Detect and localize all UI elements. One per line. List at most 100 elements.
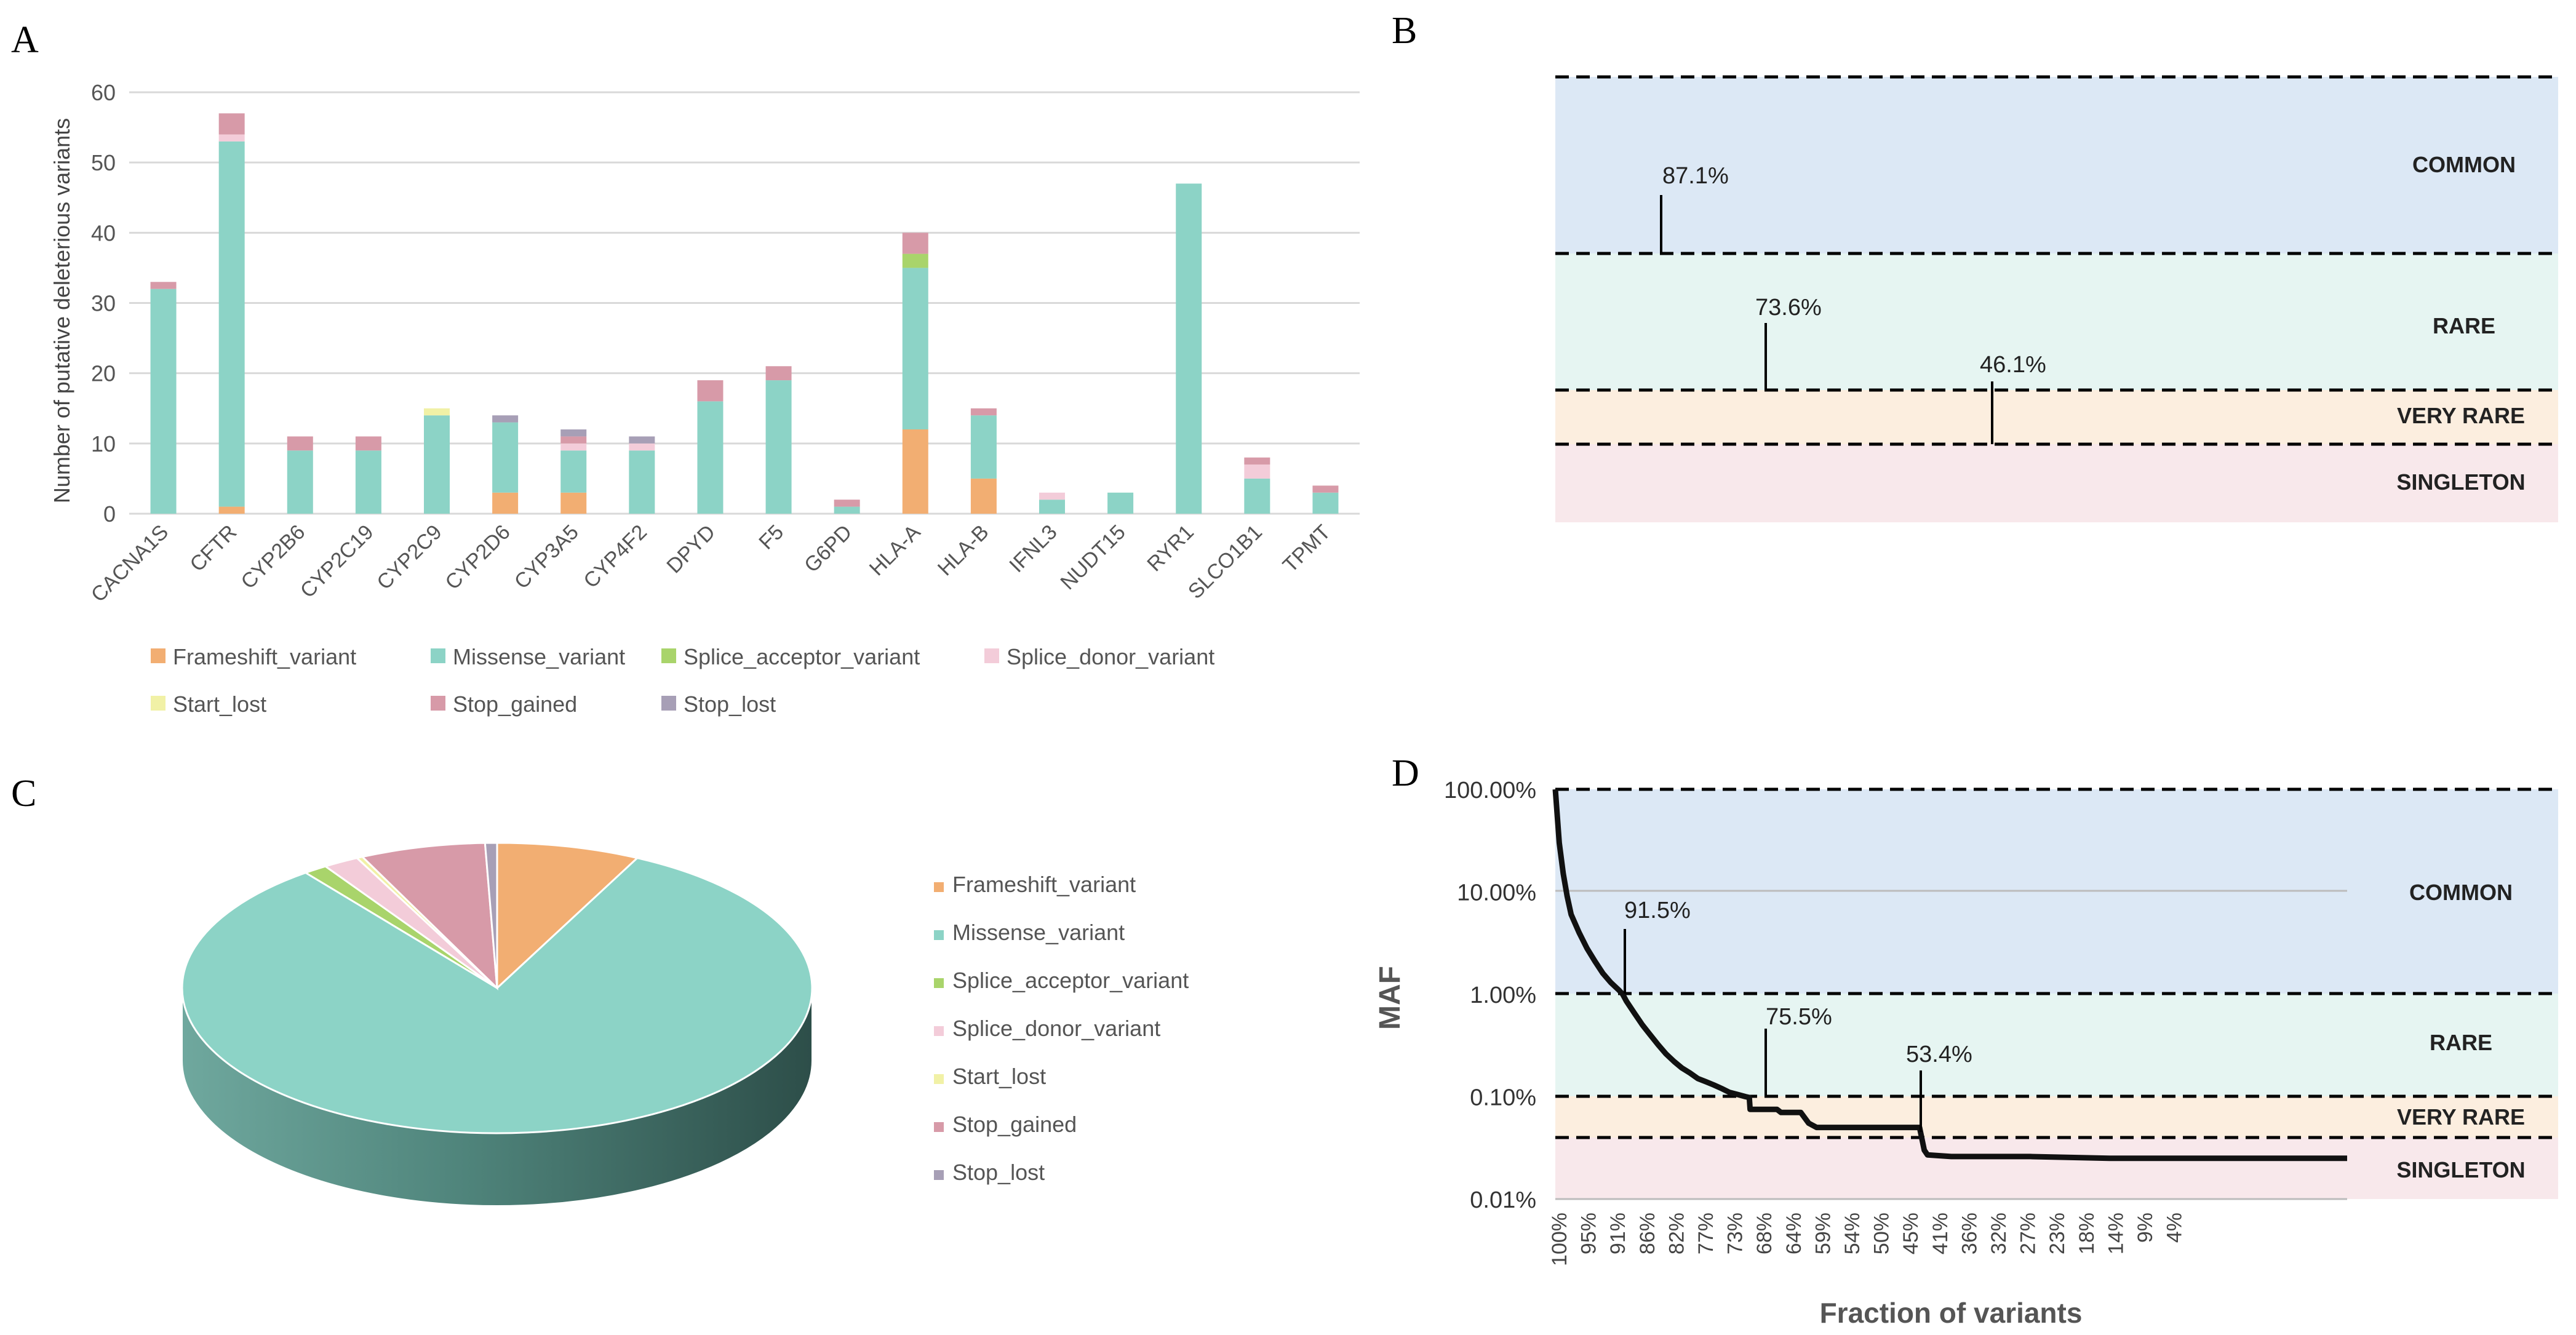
c-slice-missense [181, 857, 813, 1134]
a-legend: Frameshift_variant Missense_variant Splice… [151, 644, 1214, 717]
d-maf-curve [1552, 789, 2347, 1162]
d-x-tick-11: 50% [1870, 1213, 1894, 1254]
a-y-tick-30: 30 [91, 291, 116, 316]
d-x-tick-5: 77% [1694, 1213, 1718, 1254]
d-annotation-1: 91.5% [1624, 898, 1691, 923]
d-x-tick-18: 18% [2075, 1213, 2099, 1254]
c-legend-swatch-stop_lost [934, 1170, 944, 1180]
d-x-tick-1: 95% [1577, 1213, 1601, 1254]
d-x-tick-7: 68% [1753, 1213, 1776, 1254]
a-bar-CYP2C9-missense [424, 415, 450, 514]
a-y-axis-label: Number of putative deleterious variants [49, 118, 74, 503]
panel-d-maf-curve: 100.00%10.00%1.00%0.10%0.01% 100% 95% 91% 8… [1374, 778, 2558, 1329]
a-x-tick-CYP3A5: CYP3A5 [510, 520, 583, 594]
a-bar-HLA-B-frameshift [970, 478, 997, 514]
a-legend-label-splice_donor: Splice_donor_variant [1007, 644, 1214, 669]
d-x-tick-8: 64% [1782, 1213, 1806, 1254]
a-x-tick-F5: F5 [754, 520, 788, 554]
a-bar-TPMT-missense [1312, 492, 1339, 514]
a-bar-HLA-B-stop_gained [970, 408, 997, 416]
b-label-rare: RARE [2433, 313, 2495, 338]
a-bar-G6PD-missense [834, 506, 860, 514]
d-band-rare [1555, 994, 2558, 1096]
a-bar-IFNL3-missense [1039, 500, 1065, 514]
a-bar-CFTR-missense [218, 141, 245, 507]
a-bar-HLA-A-missense [902, 268, 928, 429]
a-legend-label-start_lost: Start_lost [173, 691, 266, 717]
a-legend-label-stop_lost: Stop_lost [684, 691, 776, 717]
panel-c-pie-chart: Frameshift_variant Missense_variant Splice… [181, 842, 1189, 1206]
a-legend-swatch-start_lost [151, 696, 165, 711]
d-band-very-rare [1555, 1096, 2558, 1138]
a-bar-DPYD-missense [697, 401, 724, 514]
b-annotation-2: 73.6% [1755, 295, 1822, 321]
c-legend-label-start_lost: Start_lost [952, 1064, 1046, 1089]
d-x-tick-12: 45% [1899, 1213, 1923, 1254]
panel-label-c: C [11, 773, 36, 815]
a-x-tick-TPMT: TPMT [1278, 520, 1335, 577]
b-label-singleton: SINGLETON [2396, 469, 2525, 495]
a-y-tick-10: 10 [91, 431, 116, 456]
a-bar-CYP4F2-missense [629, 450, 655, 514]
d-annotation-3: 53.4% [1906, 1042, 1972, 1067]
a-x-tick-DPYD: DPYD [662, 520, 720, 578]
d-x-tick-15: 32% [1987, 1213, 2011, 1254]
panel-b-band-diagram: COMMON RARE VERY RARE SINGLETON 87.1% 73… [1555, 75, 2558, 522]
b-label-very-rare: VERY RARE [2397, 403, 2525, 428]
a-x-tick-IFNL3: IFNL3 [1005, 520, 1061, 577]
a-bar-CYP2C19-missense [355, 450, 381, 514]
d-y-tick-2: 1.00% [1470, 982, 1536, 1008]
a-bar-CYP3A5-missense [560, 450, 587, 493]
c-legend-swatch-start_lost [934, 1074, 944, 1084]
d-x-tick-10: 54% [1841, 1213, 1864, 1254]
d-x-tick-0: 100% [1548, 1213, 1571, 1266]
d-x-tick-20: 9% [2134, 1213, 2157, 1243]
d-x-tick-3: 86% [1636, 1213, 1659, 1254]
d-x-tick-14: 36% [1958, 1213, 1981, 1254]
a-y-tick-0: 0 [103, 501, 116, 527]
d-x-tick-4: 82% [1665, 1213, 1688, 1254]
d-y-tick-1: 10.00% [1457, 880, 1536, 906]
a-bar-CYP2D6-missense [492, 422, 519, 493]
a-x-tick-HLA-A: HLA-A [865, 520, 925, 581]
a-bar-CYP2C9-start_lost [424, 408, 450, 416]
a-legend-label-frameshift: Frameshift_variant [173, 644, 356, 669]
a-x-tick-NUDT15: NUDT15 [1056, 520, 1130, 594]
d-x-axis-label: Fraction of variants [1820, 1297, 2083, 1329]
c-legend-swatch-splice_donor [934, 1026, 944, 1036]
a-legend-swatch-stop_gained [431, 696, 445, 711]
b-annotation-leaders [1660, 195, 1993, 444]
b-annotation-3: 46.1% [1980, 352, 2046, 378]
a-bar-G6PD-stop_gained [834, 500, 860, 507]
a-bar-F5-stop_gained [765, 366, 792, 381]
d-x-tick-21: 4% [2163, 1213, 2187, 1243]
d-x-tick-2: 91% [1606, 1213, 1630, 1254]
panel-label-a: A [11, 19, 39, 61]
d-label-common: COMMON [2409, 880, 2513, 905]
c-legend: Frameshift_variant Missense_variant Splice… [934, 872, 1189, 1185]
c-legend-label-stop_lost: Stop_lost [952, 1160, 1045, 1185]
a-legend-swatch-splice_donor [984, 648, 999, 663]
d-label-singleton: SINGLETON [2396, 1157, 2525, 1182]
a-bar-CYP3A5-frameshift [560, 492, 587, 514]
d-y-tick-labels: 100.00% 10.00% 1.00% 0.10% 0.01% [1444, 778, 1536, 1213]
c-legend-label-splice_donor: Splice_donor_variant [952, 1016, 1160, 1041]
d-x-tick-13: 41% [1929, 1213, 1952, 1254]
c-legend-swatch-splice_acceptor [934, 978, 944, 988]
a-x-tick-CYP2C19: CYP2C19 [296, 520, 378, 603]
d-annotation-leaders [1624, 929, 1922, 1132]
b-annotation-1: 87.1% [1662, 163, 1729, 189]
panel-a-bar-chart: 0 10 20 30 40 50 60 CACNA1S CFTRCYP2B6CYP2C19CY… [49, 80, 1360, 717]
a-bar-HLA-A-splice_acceptor [902, 253, 928, 268]
c-legend-swatch-frameshift [934, 882, 944, 892]
a-y-tick-50: 50 [91, 150, 116, 175]
a-bar-CYP4F2-splice_donor [629, 443, 655, 451]
d-label-rare: RARE [2430, 1030, 2492, 1055]
a-x-tick-labels: CACNA1S CFTRCYP2B6CYP2C19CYP2C9CYP2D6CYP3… [87, 520, 1335, 607]
b-band-rare [1555, 253, 2558, 390]
c-legend-swatch-stop_gained [934, 1122, 944, 1132]
a-bar-CYP2C19-stop_gained [355, 436, 381, 451]
d-label-very-rare: VERY RARE [2397, 1104, 2525, 1130]
a-bar-CFTR-stop_gained [218, 113, 245, 135]
